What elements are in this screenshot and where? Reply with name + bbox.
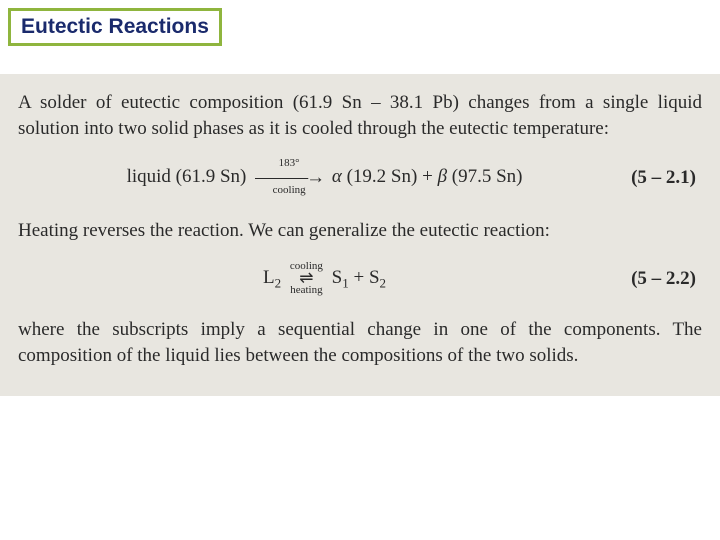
eq1-arrow: 183° ———→ cooling [255, 159, 323, 196]
eq1-alpha-val: (19.2 Sn) [347, 166, 418, 187]
eq1-beta-val: (97.5 Sn) [452, 166, 523, 187]
title-box: Eutectic Reactions [8, 8, 222, 46]
eq2-plus: + [353, 267, 368, 288]
eq1-beta: β [438, 166, 447, 187]
paragraph-1: A solder of eutectic composition (61.9 S… [18, 90, 702, 141]
page-title: Eutectic Reactions [21, 15, 209, 38]
equation-2: L2 cooling ⇌ heating S1 + S2 [18, 262, 631, 295]
eq1-alpha: α [332, 166, 342, 187]
content-area: A solder of eutectic composition (61.9 S… [0, 74, 720, 396]
eq2-L: L [263, 267, 275, 288]
equation-2-row: L2 cooling ⇌ heating S1 + S2 (5 – 2.2) [18, 262, 702, 295]
equation-1-row: liquid (61.9 Sn) 183° ———→ cooling α (19… [18, 159, 702, 196]
eq2-L-sub: 2 [275, 276, 282, 291]
eq1-lhs: liquid (61.9 Sn) [127, 166, 247, 187]
eq2-S1-sub: 1 [342, 276, 349, 291]
eq2-heating-label: heating [290, 286, 323, 295]
eq2-S1: S [332, 267, 343, 288]
eq2-S2: S [369, 267, 380, 288]
paragraph-2: Heating reverses the reaction. We can ge… [18, 218, 702, 244]
eq2-S2-sub: 2 [380, 276, 387, 291]
eq1-number: (5 – 2.1) [631, 165, 702, 191]
eq1-plus: + [422, 166, 437, 187]
eq2-double-arrow: cooling ⇌ heating [290, 262, 323, 295]
eq2-number: (5 – 2.2) [631, 266, 702, 292]
equation-1: liquid (61.9 Sn) 183° ———→ cooling α (19… [18, 159, 631, 196]
paragraph-3: where the subscripts imply a sequential … [18, 317, 702, 368]
